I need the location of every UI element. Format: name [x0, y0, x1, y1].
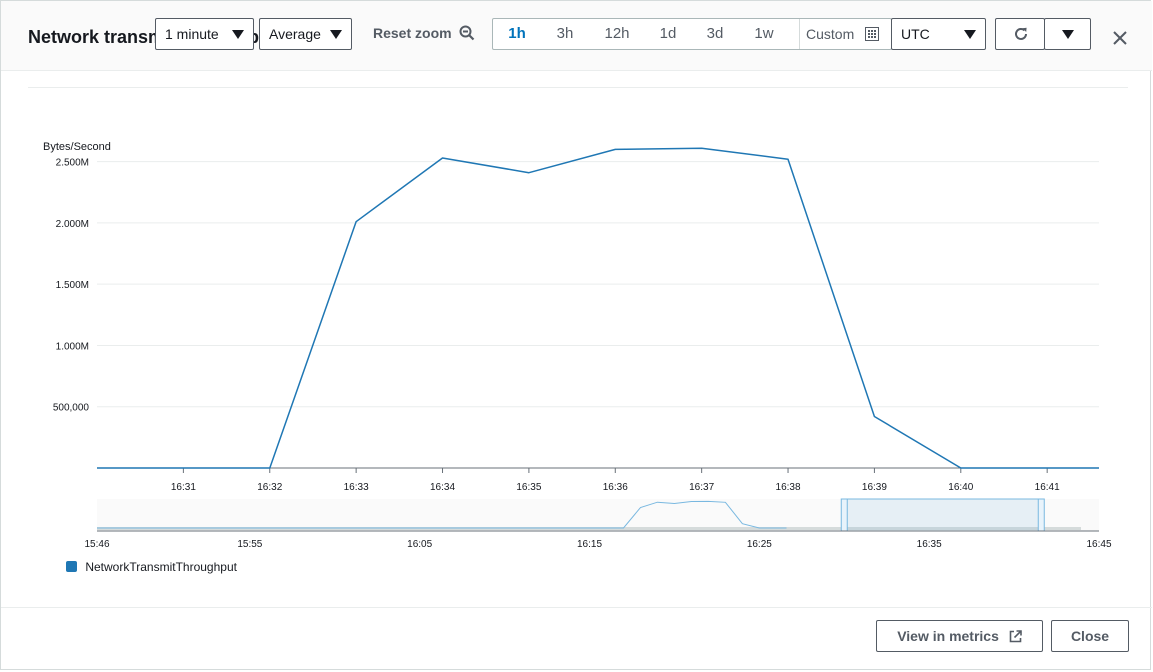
view-in-metrics-button[interactable]: View in metrics [876, 620, 1043, 652]
refresh-button[interactable] [995, 18, 1045, 50]
custom-range-button[interactable]: Custom [806, 19, 854, 49]
range-1d[interactable]: 1d [648, 19, 688, 49]
legend-swatch [66, 561, 77, 572]
calendar-icon [865, 27, 879, 41]
view-in-metrics-label: View in metrics [897, 628, 999, 644]
period-value: 1 minute [165, 26, 219, 42]
x-tick-label: 16:38 [776, 482, 801, 493]
y-axis-label: Bytes/Second [43, 141, 111, 153]
chevron-down-icon [1062, 30, 1074, 39]
close-icon[interactable] [1111, 29, 1129, 47]
line-chart[interactable]: Bytes/Second 500,000 1.000M 1.500M 2.000M 2.… [1, 71, 1152, 556]
refresh-icon [1015, 27, 1027, 40]
reset-zoom-button[interactable]: Reset zoom [373, 25, 452, 41]
x-tick-label: 16:34 [430, 482, 455, 493]
y-tick-label: 500,000 [53, 403, 90, 414]
overview-tick-label: 16:45 [1086, 539, 1111, 550]
timezone-value: UTC [901, 26, 930, 42]
overview-selection [843, 498, 1042, 532]
modal-header: Network transmit throughput 1 minute Ave… [1, 1, 1152, 71]
legend-item[interactable]: NetworkTransmitThroughput [66, 560, 237, 574]
close-label: Close [1070, 628, 1110, 644]
range-1h-label: 1h [508, 25, 526, 42]
close-button[interactable]: Close [1051, 620, 1129, 652]
overview-tick-label: 15:46 [84, 539, 109, 550]
footer-divider [1, 607, 1152, 608]
x-tick-label: 16:40 [948, 482, 973, 493]
range-12h-label: 12h [604, 25, 630, 42]
statistic-value: Average [269, 26, 321, 42]
series-group [97, 147, 1099, 469]
overview-drag-handle [1037, 498, 1045, 532]
x-axis-ticks: 16:31 16:32 16:33 16:34 16:35 16:36 16:37 16:38… [171, 468, 1060, 493]
x-tick-label: 16:36 [603, 482, 628, 493]
timezone-select[interactable]: UTC [891, 18, 986, 50]
overview-series-line [97, 500, 787, 529]
overview-background [97, 499, 1099, 531]
range-separator [799, 19, 800, 49]
range-1d-label: 1d [659, 25, 677, 42]
overview-tick-label: 15:55 [237, 539, 262, 550]
chevron-down-icon [232, 30, 244, 39]
y-tick-label: 2.500M [56, 158, 89, 169]
overview-tick-label: 16:25 [747, 539, 772, 550]
custom-range-label: Custom [806, 26, 855, 42]
x-tick-label: 16:41 [1035, 482, 1060, 493]
range-3d-label: 3d [706, 25, 724, 42]
overview-drag-handle [840, 498, 848, 532]
range-12h[interactable]: 12h [596, 19, 638, 49]
range-1h[interactable]: 1h [497, 19, 537, 49]
x-tick-label: 16:32 [257, 482, 282, 493]
content-divider [28, 87, 1128, 88]
range-3d[interactable]: 3d [695, 19, 735, 49]
x-tick-label: 16:35 [516, 482, 541, 493]
x-tick-label: 16:33 [344, 482, 369, 493]
range-3h[interactable]: 3h [545, 19, 585, 49]
legend-label: NetworkTransmitThroughput [85, 560, 237, 574]
range-1w-label: 1w [754, 25, 774, 42]
refresh-options-button[interactable] [1044, 18, 1091, 50]
range-1w[interactable]: 1w [744, 19, 784, 49]
grid-lines [97, 161, 1099, 469]
period-select[interactable]: 1 minute [155, 18, 254, 50]
overview-tick-label: 16:35 [917, 539, 942, 550]
y-tick-label: 1.500M [56, 280, 89, 291]
x-tick-label: 16:37 [689, 482, 714, 493]
statistic-select[interactable]: Average [259, 18, 352, 50]
overview-tick-label: 16:15 [577, 539, 602, 550]
external-link-icon [1009, 630, 1022, 643]
series-line [97, 147, 1099, 469]
time-range-group: 1h 3h 12h 1d 3d 1w Custom [492, 18, 892, 50]
chevron-down-icon [964, 30, 976, 39]
chevron-down-icon [330, 30, 342, 39]
x-tick-label: 16:39 [862, 482, 887, 493]
overview-tick-label: 16:05 [407, 539, 432, 550]
range-3h-label: 3h [556, 25, 574, 42]
y-tick-label: 2.000M [56, 219, 89, 230]
x-tick-label: 16:31 [171, 482, 196, 493]
y-axis-ticks: 500,000 1.000M 1.500M 2.000M 2.500M [53, 158, 90, 414]
overview-navigator[interactable]: 15:46 15:55 16:05 16:15 16:25 16:35 16:45 [84, 498, 1112, 550]
y-tick-label: 1.000M [56, 341, 89, 352]
zoom-out-icon[interactable] [459, 25, 475, 41]
